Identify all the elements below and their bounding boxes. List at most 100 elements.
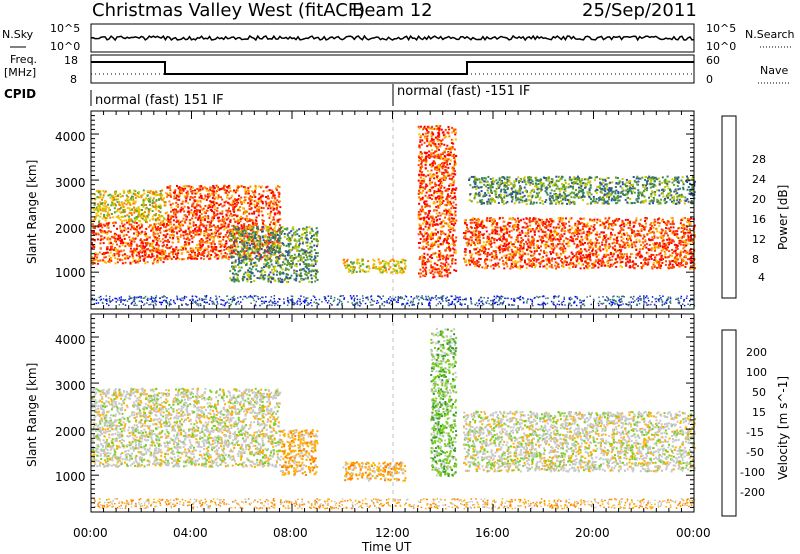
- echo-cell: [440, 180, 443, 183]
- echo-cell: [514, 260, 517, 263]
- echo-cell: [106, 247, 109, 250]
- echo-cell: [102, 252, 105, 255]
- echo-cell: [245, 211, 248, 213]
- echo-cell: [279, 241, 282, 244]
- echo-cell: [138, 215, 141, 217]
- echo-cell: [529, 224, 532, 227]
- echo-cell: [424, 185, 427, 188]
- echo-cell: [505, 262, 508, 265]
- echo-cell: [246, 278, 249, 281]
- echo-cell: [215, 192, 218, 195]
- echo-cell: [166, 255, 169, 258]
- echo-cell: [124, 210, 127, 213]
- echo-cell: [442, 220, 445, 223]
- echo-cell: [270, 200, 273, 203]
- echo-cell: [434, 267, 437, 270]
- echo-cell: [596, 218, 599, 221]
- echo-cell: [450, 159, 452, 162]
- echo-cell: [301, 242, 304, 245]
- echo-cell: [294, 270, 297, 273]
- echo-cell: [291, 227, 294, 230]
- echo-cell: [103, 208, 105, 211]
- echo-cell: [205, 231, 208, 234]
- echo-cell: [346, 260, 349, 262]
- echo-cell: [655, 227, 658, 230]
- echo-cell: [131, 195, 134, 198]
- echo-cell: [108, 242, 111, 245]
- echo-cell: [448, 235, 451, 237]
- echo-cell: [161, 250, 164, 253]
- echo-cell: [511, 226, 514, 229]
- echo-cell: [522, 218, 525, 221]
- echo-cell: [217, 220, 220, 223]
- echo-cell: [315, 270, 318, 273]
- echo-cell: [99, 190, 102, 193]
- echo-cell: [395, 272, 398, 274]
- echo-cell: [439, 251, 442, 254]
- echo-cell: [508, 218, 511, 221]
- echo-cell: [574, 255, 577, 258]
- echo-cell: [145, 235, 148, 238]
- echo-cell: [560, 233, 563, 236]
- echo-cell: [439, 177, 442, 180]
- echo-cell: [607, 253, 610, 256]
- echo-cell: [245, 253, 248, 256]
- echo-cell: [449, 248, 452, 251]
- echo-cell: [97, 214, 100, 217]
- echo-cell: [184, 221, 187, 224]
- echo-cell: [446, 198, 449, 201]
- echo-cell: [128, 220, 130, 223]
- nsky-tick-top: 10^5: [50, 22, 80, 35]
- echo-cell: [599, 245, 602, 248]
- echo-cell: [178, 195, 181, 198]
- echo-cell: [154, 218, 157, 221]
- echo-cell: [385, 268, 387, 271]
- echo-cell: [215, 226, 217, 229]
- echo-cell: [200, 257, 203, 260]
- echo-cell: [173, 208, 176, 211]
- echo-cell: [202, 207, 205, 210]
- echo-cell: [164, 256, 167, 259]
- echo-cell: [94, 253, 97, 256]
- echo-cell: [158, 206, 161, 208]
- echo-cell: [297, 246, 300, 249]
- echo-cell: [203, 230, 206, 233]
- echo-cell: [604, 256, 607, 258]
- echo-cell: [453, 206, 456, 209]
- echo-cell: [433, 127, 436, 130]
- echo-cell: [232, 266, 235, 269]
- echo-cell: [94, 232, 97, 235]
- echo-cell: [450, 217, 453, 220]
- echo-cell: [245, 256, 247, 259]
- echo-cell: [562, 240, 565, 243]
- echo-cell: [93, 203, 96, 206]
- echo-cell: [96, 196, 99, 198]
- echo-cell: [452, 169, 455, 172]
- echo-cell: [432, 273, 435, 276]
- echo-cell: [556, 265, 559, 268]
- echo-cell: [427, 260, 430, 263]
- echo-cell: [676, 230, 679, 233]
- echo-cell: [643, 262, 646, 265]
- echo-cell: [259, 258, 262, 261]
- echo-cell: [435, 150, 438, 153]
- echo-cell: [444, 233, 447, 236]
- echo-cell: [583, 267, 586, 270]
- echo-cell: [117, 251, 120, 254]
- echo-cell: [441, 173, 444, 175]
- echo-cell: [305, 234, 308, 237]
- echo-cell: [602, 255, 605, 258]
- echo-cell: [117, 195, 120, 197]
- echo-cell: [233, 210, 236, 213]
- echo-cell: [648, 258, 651, 261]
- echo-cell: [172, 223, 175, 226]
- echo-cell: [261, 219, 264, 222]
- echo-cell: [213, 205, 216, 208]
- echo-cell: [201, 208, 204, 211]
- echo-cell: [633, 224, 636, 227]
- echo-cell: [448, 225, 451, 228]
- echo-cell: [436, 175, 439, 178]
- echo-cell: [482, 249, 485, 252]
- echo-cell: [259, 242, 262, 245]
- echo-cell: [287, 243, 290, 246]
